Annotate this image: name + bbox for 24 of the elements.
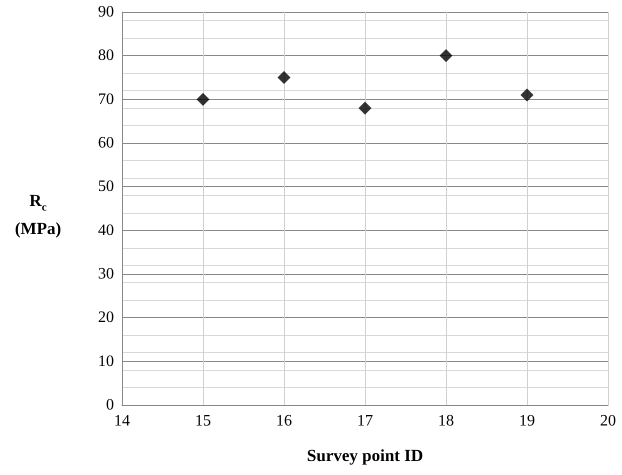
y-axis-title: R$_{c}$ (MPa): [14, 190, 62, 240]
x-tick-label: 19: [519, 412, 535, 430]
x-tick-label: 14: [114, 412, 130, 430]
y-tick-label: 70: [98, 90, 114, 108]
y-tick-label: 10: [98, 352, 114, 370]
x-tick-label: 20: [600, 412, 616, 430]
y-tick-label: 80: [98, 47, 114, 64]
y-tick-label: 60: [98, 134, 114, 152]
point: [358, 102, 372, 115]
y-tick-label: 50: [98, 178, 114, 196]
y-tick-label: 0: [106, 396, 114, 414]
x-tick-label: 18: [438, 412, 454, 430]
x-tick-label: 15: [195, 412, 211, 430]
point: [278, 71, 290, 84]
x-tick-label: 16: [276, 412, 292, 430]
point: [520, 88, 534, 102]
x-tick-label: 17: [357, 412, 373, 430]
point: [440, 49, 452, 62]
y-tick-label: 90: [98, 4, 114, 20]
y-tick-label: 40: [98, 222, 114, 239]
point: [196, 92, 210, 106]
y-tick-label: 30: [98, 266, 114, 282]
x-axis-title: Survey point ID: [306, 446, 424, 465]
y-tick-label: 20: [98, 309, 114, 326]
